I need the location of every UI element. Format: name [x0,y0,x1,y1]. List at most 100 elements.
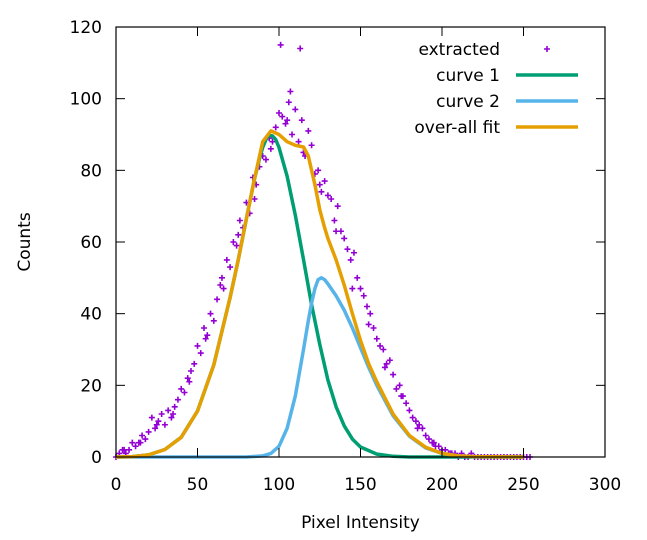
y-axis-label: Counts [15,212,35,271]
data-point [129,439,136,446]
x-tick-label: 0 [111,475,122,495]
data-point [442,446,449,453]
data-point [251,196,258,202]
data-point [139,432,146,439]
data-point [285,99,292,106]
data-point [170,411,177,417]
legend-label: curve 1 [436,66,500,86]
data-point [370,325,377,331]
data-point [158,411,165,417]
data-point [316,181,323,188]
data-point [202,335,209,342]
data-point [406,407,413,414]
data-point [295,138,302,145]
data-point [279,113,286,120]
data-point [227,264,234,271]
y-tick-label: 60 [80,233,102,253]
data-point [165,407,172,414]
data-point [344,246,351,253]
data-point [207,310,214,317]
data-point [393,385,400,392]
data-point [171,403,178,410]
data-point [155,418,162,425]
data-point [289,131,296,138]
data-point [152,425,159,432]
data-point [396,382,403,389]
data-point [235,231,242,238]
data-point [381,364,388,371]
data-point [403,400,410,407]
data-point [331,217,338,224]
axis-ticks: 0 50 100 150 200 250 300 0 20 40 60 80 100 120 [70,18,622,495]
data-point [305,127,312,134]
legend: extracted curve 1 curve 2 over-all fit [414,40,578,138]
data-point [168,414,175,421]
x-tick-label: 250 [507,475,539,495]
data-point [121,446,128,453]
data-point [373,335,380,342]
data-point [191,360,198,367]
data-point [365,321,372,328]
data-point [349,285,356,292]
data-point [174,396,181,403]
data-point [347,256,354,263]
data-point [214,296,221,303]
data-point [272,124,279,131]
data-point [145,428,152,435]
data-point [236,217,243,224]
x-tick-label: 300 [589,475,621,495]
x-tick-label: 150 [344,475,376,495]
data-point [357,285,364,292]
data-point [194,342,201,349]
data-point [184,375,191,382]
data-point [341,235,348,242]
data-point [148,414,155,421]
data-point [187,368,194,374]
data-point [367,310,374,317]
data-point [186,378,193,385]
data-point [282,120,289,127]
x-tick-label: 100 [263,475,295,495]
data-point [137,439,144,446]
data-point [324,192,331,199]
data-point [233,242,240,249]
y-tick-label: 120 [70,18,102,38]
legend-label: extracted [418,40,500,60]
data-point [161,421,168,428]
data-point [210,317,217,324]
x-tick-label: 50 [187,475,209,495]
legend-label: over-all fit [414,118,500,138]
plot-frame [115,26,606,458]
data-point [364,303,371,310]
data-point [218,274,225,281]
data-point [284,117,291,124]
y-tick-label: 100 [70,90,102,110]
data-point [308,142,315,149]
data-point [277,41,284,48]
data-point [360,292,367,299]
data-point [350,249,357,256]
data-point [142,436,149,443]
data-point [204,332,211,339]
legend-marker [544,46,550,52]
data-point [354,274,361,281]
data-point [414,425,421,432]
y-tick-label: 20 [80,376,102,396]
data-point [217,282,224,288]
data-point [132,443,139,450]
data-point [287,88,294,95]
y-tick-label: 0 [91,448,102,468]
data-point [298,117,305,124]
data-point [425,436,432,443]
y-tick-label: 40 [80,305,102,325]
data-point [409,414,416,421]
data-point [321,178,328,185]
data-point [292,106,299,113]
series-line-curve-2 [116,276,524,459]
series-line-over-all-fit [115,129,524,459]
data-point [328,196,335,202]
data-point [333,228,340,235]
data-point [412,418,419,425]
data-point [398,393,405,400]
